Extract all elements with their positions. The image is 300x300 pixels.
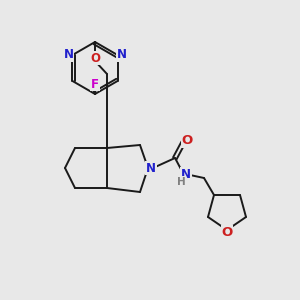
Text: F: F — [91, 77, 99, 91]
Text: O: O — [221, 226, 233, 238]
Text: N: N — [64, 49, 74, 62]
Text: N: N — [181, 167, 191, 181]
Text: H: H — [177, 177, 185, 187]
Text: O: O — [182, 134, 193, 148]
Text: N: N — [116, 49, 127, 62]
Text: O: O — [90, 52, 100, 64]
Text: N: N — [146, 161, 156, 175]
